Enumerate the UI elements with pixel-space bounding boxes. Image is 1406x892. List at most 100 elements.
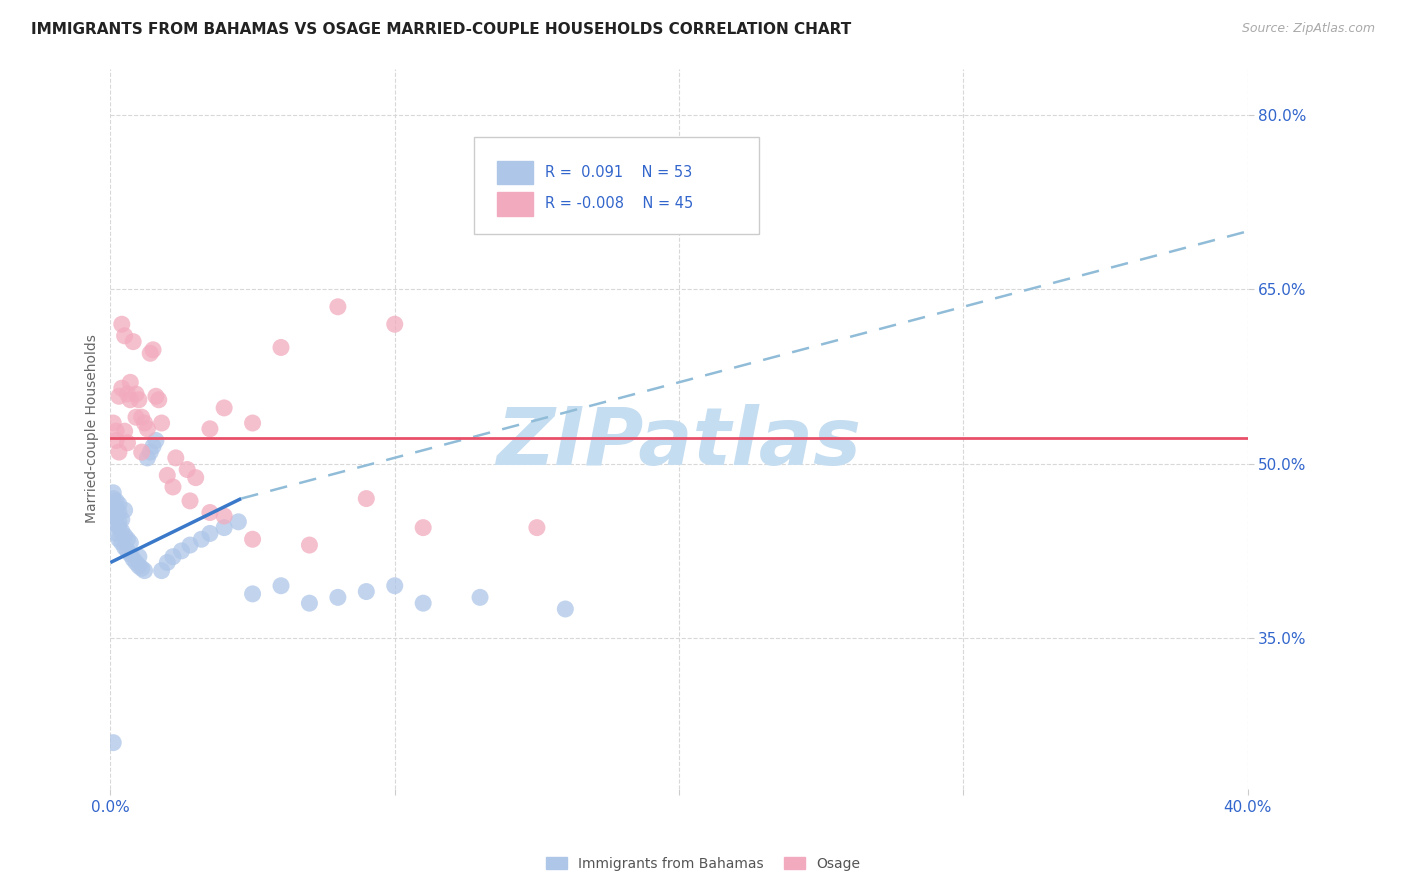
Text: R =  0.091    N = 53: R = 0.091 N = 53 — [546, 165, 692, 180]
Point — [298, 538, 321, 552]
Point — [145, 389, 167, 403]
Point — [179, 494, 201, 508]
Point — [105, 424, 128, 438]
Point — [228, 515, 250, 529]
Point — [120, 392, 142, 407]
Point — [120, 535, 142, 549]
Point — [179, 538, 201, 552]
Point — [111, 524, 134, 538]
Point — [139, 445, 162, 459]
Point — [150, 564, 173, 578]
Point — [145, 434, 167, 448]
Point — [156, 468, 179, 483]
Point — [108, 521, 131, 535]
Point — [131, 445, 153, 459]
Text: R = -0.008    N = 45: R = -0.008 N = 45 — [546, 196, 693, 211]
Point — [122, 552, 145, 566]
Point — [117, 435, 139, 450]
Point — [136, 422, 159, 436]
Point — [111, 317, 134, 331]
Point — [108, 445, 131, 459]
Legend: Immigrants from Bahamas, Osage: Immigrants from Bahamas, Osage — [540, 851, 866, 876]
Text: IMMIGRANTS FROM BAHAMAS VS OSAGE MARRIED-COUPLE HOUSEHOLDS CORRELATION CHART: IMMIGRANTS FROM BAHAMAS VS OSAGE MARRIED… — [31, 22, 851, 37]
Point — [134, 416, 156, 430]
Point — [384, 579, 406, 593]
Point — [136, 450, 159, 465]
Point — [105, 526, 128, 541]
Point — [165, 450, 187, 465]
Point — [120, 376, 142, 390]
Point — [117, 544, 139, 558]
Point — [468, 591, 491, 605]
Point — [412, 596, 434, 610]
Point — [117, 387, 139, 401]
Point — [108, 533, 131, 547]
Point — [103, 491, 125, 506]
FancyBboxPatch shape — [498, 161, 533, 184]
Point — [242, 416, 264, 430]
Point — [111, 512, 134, 526]
Point — [120, 547, 142, 561]
Point — [142, 343, 165, 357]
Point — [184, 470, 207, 484]
Point — [270, 341, 292, 355]
Point — [108, 506, 131, 520]
Point — [103, 485, 125, 500]
Point — [148, 392, 170, 407]
Point — [198, 422, 221, 436]
Point — [105, 517, 128, 532]
Point — [125, 410, 148, 425]
Point — [105, 494, 128, 508]
Point — [212, 508, 235, 523]
Point — [114, 541, 136, 555]
Point — [103, 503, 125, 517]
Point — [125, 556, 148, 570]
Point — [176, 462, 198, 476]
Point — [198, 506, 221, 520]
Point — [114, 329, 136, 343]
Point — [128, 549, 150, 564]
Point — [122, 334, 145, 349]
FancyBboxPatch shape — [474, 137, 759, 235]
Point — [131, 561, 153, 575]
Point — [128, 559, 150, 574]
Point — [150, 416, 173, 430]
Point — [128, 392, 150, 407]
Point — [108, 389, 131, 403]
Point — [326, 591, 349, 605]
Point — [170, 544, 193, 558]
Point — [142, 439, 165, 453]
Point — [212, 521, 235, 535]
Point — [162, 549, 184, 564]
Point — [190, 533, 212, 547]
Point — [131, 410, 153, 425]
Point — [526, 521, 548, 535]
Point — [162, 480, 184, 494]
Point — [554, 602, 576, 616]
Point — [356, 584, 378, 599]
Y-axis label: Married-couple Households: Married-couple Households — [86, 334, 100, 524]
Point — [326, 300, 349, 314]
Text: Source: ZipAtlas.com: Source: ZipAtlas.com — [1241, 22, 1375, 36]
Point — [105, 500, 128, 515]
FancyBboxPatch shape — [498, 193, 533, 216]
Point — [270, 579, 292, 593]
Point — [114, 529, 136, 543]
Point — [114, 424, 136, 438]
Point — [212, 401, 235, 415]
Point — [156, 556, 179, 570]
Point — [242, 587, 264, 601]
Point — [105, 434, 128, 448]
Point — [103, 736, 125, 750]
Point — [103, 508, 125, 523]
Text: ZIPatlas: ZIPatlas — [496, 404, 862, 483]
Point — [412, 521, 434, 535]
Point — [111, 381, 134, 395]
Point — [108, 497, 131, 511]
Point — [134, 564, 156, 578]
Point — [198, 526, 221, 541]
Point — [242, 533, 264, 547]
Point — [125, 387, 148, 401]
Point — [139, 346, 162, 360]
Point — [384, 317, 406, 331]
